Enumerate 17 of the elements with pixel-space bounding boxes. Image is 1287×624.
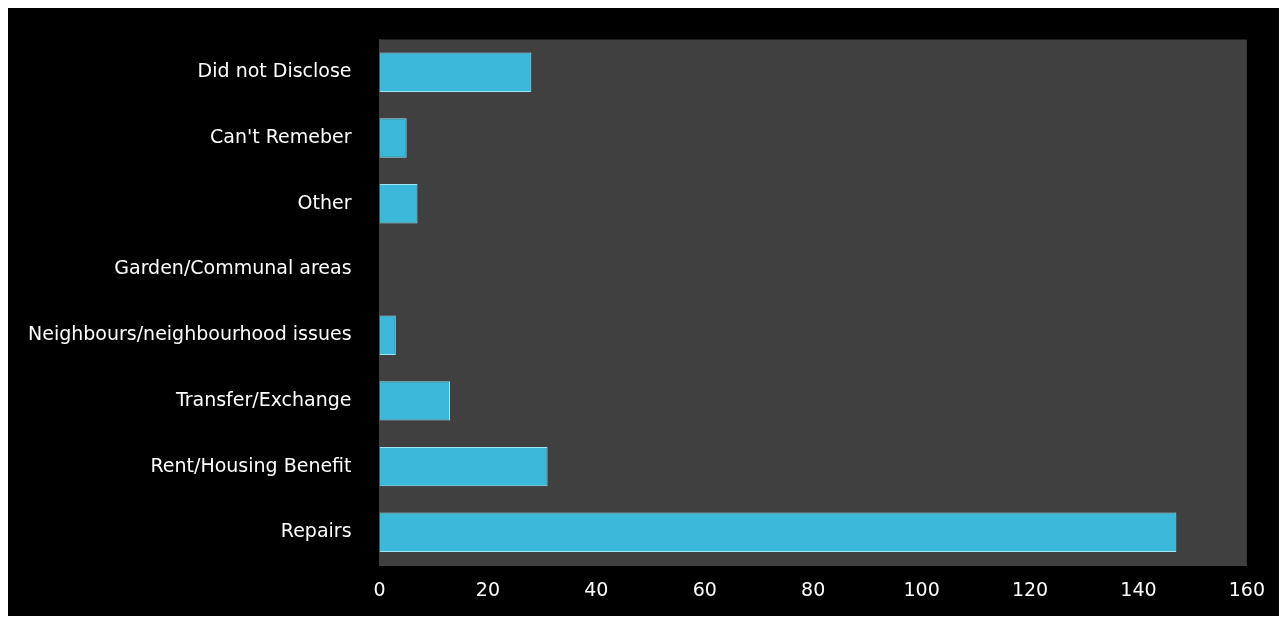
x-tick-label: 60	[692, 577, 717, 600]
x-tick-label: 80	[801, 577, 826, 600]
x-tick-label: 120	[1011, 577, 1049, 600]
x-tick-label: 100	[903, 577, 940, 600]
x-tick-label: 160	[1228, 577, 1265, 600]
y-tick-label: Repairs	[280, 519, 352, 542]
x-tick-label: 40	[584, 577, 609, 600]
x-tick-label: 140	[1120, 577, 1157, 600]
y-tick-label: Other	[297, 190, 352, 213]
x-tick-label: 0	[373, 577, 386, 600]
y-tick-label: Garden/Communal areas	[114, 256, 352, 279]
y-tick-label: Transfer/Exchange	[174, 387, 352, 410]
y-tick-label: Can't Remeber	[210, 124, 352, 147]
y-tick-label: Did not Disclose	[197, 59, 352, 82]
y-tick-label: Rent/Housing Benefit	[150, 453, 352, 476]
y-tick-label: Neighbours/neighbourhood issues	[27, 322, 352, 345]
x-tick-label: 20	[475, 577, 501, 600]
